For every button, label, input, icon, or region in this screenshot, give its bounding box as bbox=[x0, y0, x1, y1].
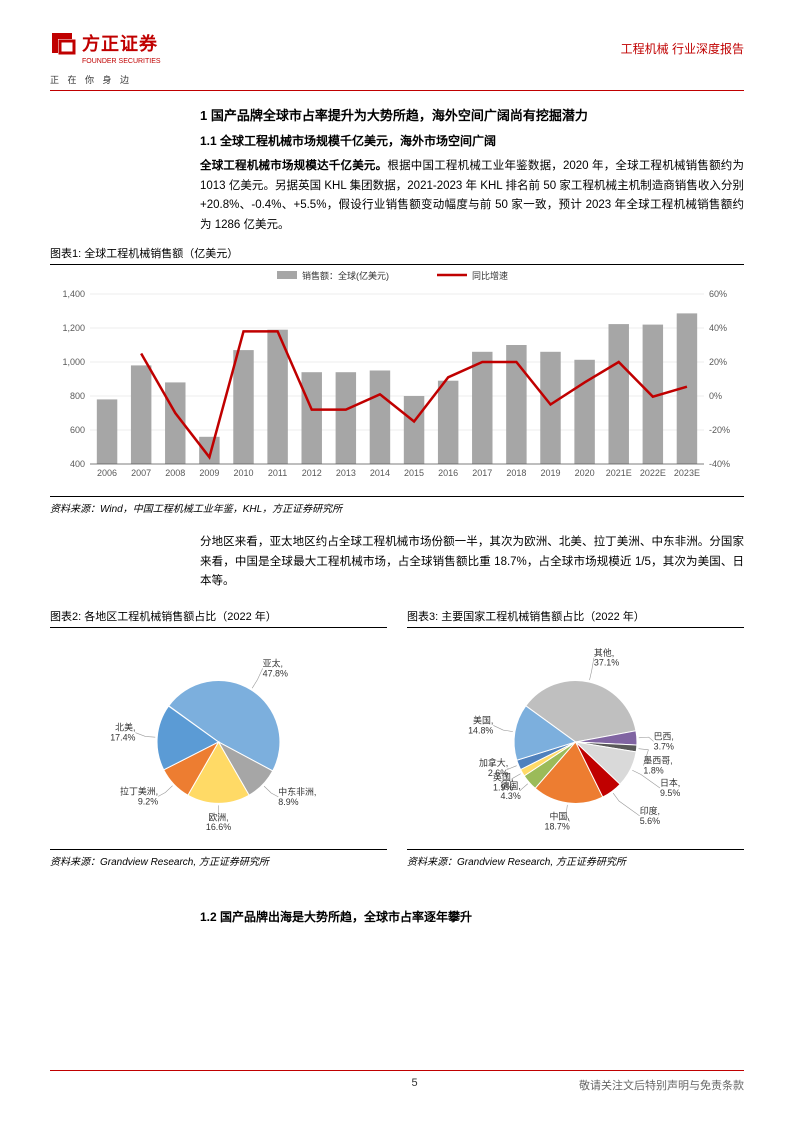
chart2-title: 图表2: 各地区工程机械销售额占比（2022 年） bbox=[50, 608, 387, 628]
chart1-source: 资料来源：Wind，中国工程机械工业年鉴，KHL，方正证券研究所 bbox=[50, 496, 744, 515]
svg-text:印度,: 印度, bbox=[640, 805, 660, 816]
header-divider bbox=[50, 90, 744, 91]
svg-text:2009: 2009 bbox=[199, 468, 219, 478]
svg-text:9.5%: 9.5% bbox=[660, 788, 680, 798]
page-number: 5 bbox=[250, 1077, 579, 1093]
svg-text:2010: 2010 bbox=[233, 468, 253, 478]
chart3-source: 资料来源：Grandview Research, 方正证券研究所 bbox=[407, 849, 744, 868]
svg-text:2021E: 2021E bbox=[606, 468, 632, 478]
logo-tagline: 正 在 你 身 边 bbox=[50, 73, 161, 86]
svg-text:16.6%: 16.6% bbox=[206, 822, 231, 832]
svg-text:2023E: 2023E bbox=[674, 468, 700, 478]
svg-text:40%: 40% bbox=[709, 323, 727, 333]
logo-text-en: FOUNDER SECURITIES bbox=[82, 58, 161, 65]
chart3-pie: 其他,37.1% 巴西,3.7% 墨西哥,1.8% 日本,9.5%印度,5.6% 中国,… bbox=[407, 632, 744, 842]
svg-text:8.9%: 8.9% bbox=[278, 797, 298, 807]
section-2-paragraph: 分地区来看，亚太地区约占全球工程机械市场份额一半，其次为欧洲、北美、拉丁美洲、中… bbox=[200, 533, 744, 592]
chart2-pie: 亚太,47.8% 中东非洲,8.9% 欧洲,16.6% 拉丁美洲,9.2% 北美,17.… bbox=[50, 632, 387, 842]
svg-text:1,200: 1,200 bbox=[62, 323, 85, 333]
section-1-2-title: 1.2 国产品牌出海是大势所趋，全球市占率逐年攀升 bbox=[200, 908, 744, 925]
svg-text:14.8%: 14.8% bbox=[468, 725, 493, 735]
svg-text:2020: 2020 bbox=[575, 468, 595, 478]
footer-disclaimer: 敬请关注文后特别声明与免责条款 bbox=[579, 1077, 744, 1093]
svg-text:-20%: -20% bbox=[709, 425, 730, 435]
svg-text:1,000: 1,000 bbox=[62, 357, 85, 367]
svg-text:2017: 2017 bbox=[472, 468, 492, 478]
svg-text:欧洲,: 欧洲, bbox=[208, 811, 228, 822]
svg-text:20%: 20% bbox=[709, 357, 727, 367]
svg-text:中东非洲,: 中东非洲, bbox=[278, 786, 316, 797]
svg-text:销售额：全球(亿美元): 销售额：全球(亿美元) bbox=[302, 270, 389, 281]
founder-logo-icon bbox=[50, 31, 76, 55]
logo-text-cn: 方正证券 bbox=[82, 30, 158, 56]
svg-text:2014: 2014 bbox=[370, 468, 390, 478]
svg-text:2016: 2016 bbox=[438, 468, 458, 478]
svg-text:5.6%: 5.6% bbox=[640, 816, 660, 826]
section2-block: 分地区来看，亚太地区约占全球工程机械市场份额一半，其次为欧洲、北美、拉丁美洲、中… bbox=[200, 533, 744, 592]
chart1-combo-chart: 销售额：全球(亿美元) 同比增速 400 600 800 1,000 1,200 1,400 -… bbox=[50, 269, 744, 489]
chart2-source: 资料来源：Grandview Research, 方正证券研究所 bbox=[50, 849, 387, 868]
page-header: 方正证券 FOUNDER SECURITIES 正 在 你 身 边 工程机械 行… bbox=[50, 30, 744, 86]
svg-text:2012: 2012 bbox=[302, 468, 322, 478]
svg-text:1,400: 1,400 bbox=[62, 289, 85, 299]
svg-text:拉丁美洲,: 拉丁美洲, bbox=[120, 785, 158, 796]
svg-text:中国,: 中国, bbox=[549, 810, 569, 821]
svg-text:2.6%: 2.6% bbox=[488, 768, 508, 778]
svg-text:巴西,: 巴西, bbox=[654, 731, 674, 741]
svg-text:加拿大,: 加拿大, bbox=[479, 757, 508, 768]
page-footer: 5 敬请关注文后特别声明与免责条款 bbox=[50, 1070, 744, 1093]
svg-text:1.9%: 1.9% bbox=[493, 782, 513, 792]
svg-text:2013: 2013 bbox=[336, 468, 356, 478]
chart1-block: 图表1: 全球工程机械销售额（亿美元） 销售额：全球(亿美元) 同比增速 400 60… bbox=[50, 245, 744, 515]
section3-block: 1.2 国产品牌出海是大势所趋，全球市占率逐年攀升 bbox=[200, 908, 744, 925]
logo-block: 方正证券 FOUNDER SECURITIES 正 在 你 身 边 bbox=[50, 30, 161, 86]
svg-text:3.7%: 3.7% bbox=[654, 741, 674, 751]
svg-text:2022E: 2022E bbox=[640, 468, 666, 478]
footer-divider bbox=[50, 1070, 744, 1071]
svg-text:1.8%: 1.8% bbox=[643, 765, 663, 775]
svg-text:亚太,: 亚太, bbox=[263, 657, 283, 668]
content-body: 1 国产品牌全球市占率提升为大势所趋，海外空间广阔尚有挖掘潜力 1.1 全球工程… bbox=[200, 105, 744, 235]
svg-text:-40%: -40% bbox=[709, 459, 730, 469]
svg-text:2007: 2007 bbox=[131, 468, 151, 478]
para-bold: 全球工程机械市场规模达千亿美元。 bbox=[200, 160, 387, 172]
svg-text:60%: 60% bbox=[709, 289, 727, 299]
svg-text:47.8%: 47.8% bbox=[263, 668, 288, 678]
section-1-1-paragraph: 全球工程机械市场规模达千亿美元。根据中国工程机械工业年鉴数据，2020 年，全球… bbox=[200, 157, 744, 235]
section-1-title: 1 国产品牌全球市占率提升为大势所趋，海外空间广阔尚有挖掘潜力 bbox=[200, 105, 744, 124]
svg-text:400: 400 bbox=[70, 459, 85, 469]
section-1-1-title: 1.1 全球工程机械市场规模千亿美元，海外市场空间广阔 bbox=[200, 132, 744, 149]
svg-text:800: 800 bbox=[70, 391, 85, 401]
svg-text:北美,: 北美, bbox=[115, 722, 135, 733]
svg-text:2011: 2011 bbox=[268, 468, 287, 478]
svg-text:17.4%: 17.4% bbox=[110, 732, 135, 742]
svg-text:同比增速: 同比增速 bbox=[472, 270, 508, 281]
svg-text:墨西哥,: 墨西哥, bbox=[643, 756, 672, 766]
svg-text:18.7%: 18.7% bbox=[544, 821, 569, 831]
chart3-block: 图表3: 主要国家工程机械销售额占比（2022 年） 其他,37.1% 巴西,3.… bbox=[407, 602, 744, 868]
svg-text:600: 600 bbox=[70, 425, 85, 435]
svg-text:2008: 2008 bbox=[165, 468, 185, 478]
chart2-block: 图表2: 各地区工程机械销售额占比（2022 年） 亚太,47.8% 中东非洲,8… bbox=[50, 602, 387, 868]
header-category: 工程机械 行业深度报告 bbox=[621, 40, 744, 57]
chart-row-pies: 图表2: 各地区工程机械销售额占比（2022 年） 亚太,47.8% 中东非洲,8… bbox=[50, 602, 744, 868]
svg-text:其他,: 其他, bbox=[594, 647, 614, 658]
svg-text:2015: 2015 bbox=[404, 468, 424, 478]
svg-text:2018: 2018 bbox=[506, 468, 526, 478]
svg-text:日本,: 日本, bbox=[660, 777, 680, 788]
svg-text:0%: 0% bbox=[709, 391, 722, 401]
svg-text:2019: 2019 bbox=[540, 468, 560, 478]
chart3-title: 图表3: 主要国家工程机械销售额占比（2022 年） bbox=[407, 608, 744, 628]
svg-text:美国,: 美国, bbox=[473, 714, 493, 725]
svg-text:37.1%: 37.1% bbox=[594, 658, 619, 668]
chart1-title: 图表1: 全球工程机械销售额（亿美元） bbox=[50, 245, 744, 265]
svg-text:9.2%: 9.2% bbox=[138, 796, 158, 806]
svg-text:2006: 2006 bbox=[97, 468, 117, 478]
